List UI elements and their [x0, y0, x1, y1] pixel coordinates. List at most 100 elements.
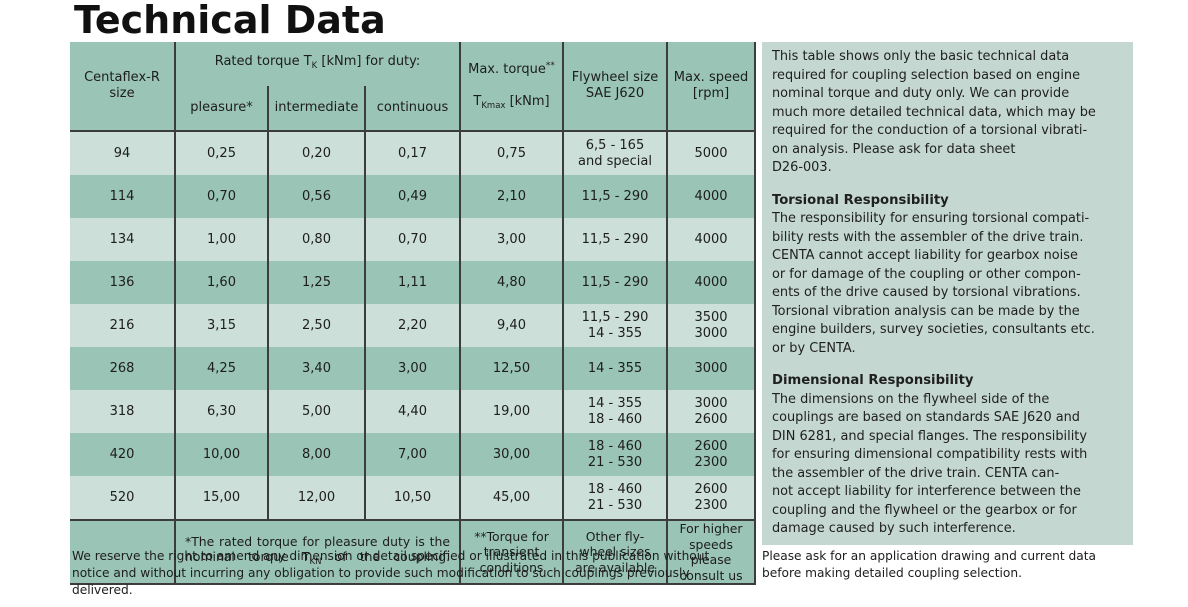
cell-size: 114	[70, 175, 176, 218]
col-header-intermediate: intermediate	[268, 85, 366, 133]
rated-note-end: of the coupling.	[321, 549, 451, 564]
cell-flywheel: 14 - 355 18 - 460	[563, 390, 669, 433]
footnote-speed: For higher speeds please consult us	[667, 519, 757, 585]
cell-max-torque: 0,75	[460, 131, 565, 175]
table-row: 318 6,30 5,00 4,40 19,00 14 - 355 18 - 460 300…	[70, 390, 757, 433]
col-header-rated-torque: Rated torque TK [kNm] for duty:	[175, 42, 462, 86]
cell-speed: 3000 2600	[667, 390, 757, 433]
cell-max-torque: 2,10	[460, 175, 565, 218]
cell-max-torque: 4,80	[460, 261, 565, 304]
cell-intermediate: 3,40	[268, 347, 366, 390]
panel-body-torsional: The responsibility for ensuring torsiona…	[772, 211, 1095, 356]
cell-pleasure: 6,30	[175, 390, 269, 433]
cell-size: 94	[70, 131, 176, 175]
cell-intermediate: 8,00	[268, 433, 366, 476]
cell-speed: 5000	[667, 131, 757, 175]
cell-max-torque: 12,50	[460, 347, 565, 390]
cell-flywheel: 18 - 460 21 - 530	[563, 476, 669, 520]
cell-continuous: 2,20	[365, 304, 462, 347]
col-header-pleasure: pleasure*	[175, 85, 269, 133]
footnote-rated-torque: *The rated torque for pleasure duty is t…	[175, 519, 462, 585]
table-row: 136 1,60 1,25 1,11 4,80 11,5 - 290 4000	[70, 261, 757, 304]
table-row: 268 4,25 3,40 3,00 12,50 14 - 355 3000	[70, 347, 757, 390]
cell-speed: 2600 2300	[667, 433, 757, 476]
rated-torque-label: Rated torque T	[214, 53, 312, 69]
cell-size: 318	[70, 390, 176, 433]
max-torque-label: Max. torque	[468, 62, 546, 77]
cell-max-torque: 30,00	[460, 433, 565, 476]
col-header-continuous: continuous	[365, 85, 462, 133]
cell-speed: 4000	[667, 261, 757, 304]
cell-pleasure: 15,00	[175, 476, 269, 520]
col-header-max-torque: Max. torque** TKmax [kNm]	[460, 42, 565, 132]
table-row: 134 1,00 0,80 0,70 3,00 11,5 - 290 4000	[70, 218, 757, 261]
panel-body-dimensional: The dimensions on the flywheel side of t…	[772, 391, 1088, 537]
cell-continuous: 7,00	[365, 433, 462, 476]
cell-max-torque: 19,00	[460, 390, 565, 433]
cell-speed: 4000	[667, 175, 757, 218]
col-header-max-speed: Max. speed [rpm]	[667, 42, 757, 132]
cell-intermediate: 2,50	[268, 304, 366, 347]
footnote-flywheel: Other fly- wheel sizes are available	[563, 519, 669, 585]
cell-flywheel: 11,5 - 290 14 - 355	[563, 304, 669, 347]
cell-speed: 3500 3000	[667, 304, 757, 347]
cell-max-torque: 3,00	[460, 218, 565, 261]
cell-flywheel: 6,5 - 165 and special	[563, 131, 669, 175]
cell-size: 216	[70, 304, 176, 347]
table-row: 420 10,00 8,00 7,00 30,00 18 - 460 21 - 530 26…	[70, 433, 757, 476]
cell-intermediate: 0,56	[268, 175, 366, 218]
cell-max-torque: 45,00	[460, 476, 565, 520]
table-row: 94 0,25 0,20 0,17 0,75 6,5 - 165 and special 5…	[70, 131, 757, 175]
panel-heading-dimensional: Dimensional Responsibility	[772, 373, 974, 388]
max-torque-line2: TKmax [kNm]	[461, 94, 562, 114]
cell-pleasure: 4,25	[175, 347, 269, 390]
cell-pleasure: 1,60	[175, 261, 269, 304]
cell-continuous: 0,49	[365, 175, 462, 218]
cell-size: 134	[70, 218, 176, 261]
col-header-size: Centaflex-R size	[70, 42, 176, 132]
cell-intermediate: 1,25	[268, 261, 366, 304]
footnote-right: Please ask for an application drawing an…	[762, 549, 1096, 580]
cell-pleasure: 0,70	[175, 175, 269, 218]
cell-flywheel: 11,5 - 290	[563, 218, 669, 261]
cell-size: 520	[70, 476, 176, 520]
footer-empty-cell	[70, 519, 176, 585]
cell-pleasure: 10,00	[175, 433, 269, 476]
rated-torque-units: [kNm] for duty:	[317, 53, 421, 69]
cell-continuous: 1,11	[365, 261, 462, 304]
cell-flywheel: 11,5 - 290	[563, 261, 669, 304]
table-row: 216 3,15 2,50 2,20 9,40 11,5 - 290 14 - 355 35…	[70, 304, 757, 347]
cell-intermediate: 12,00	[268, 476, 366, 520]
footnote-transient: **Torque for transient conditions	[460, 519, 565, 585]
panel-heading-torsional: Torsional Responsibility	[772, 192, 949, 208]
panel-intro: This table shows only the basic technica…	[772, 49, 1096, 175]
max-torque-units: [kNm]	[505, 94, 550, 109]
table-row: 520 15,00 12,00 10,50 45,00 18 - 460 21 - 530…	[70, 476, 757, 520]
cell-continuous: 0,17	[365, 131, 462, 175]
cell-flywheel: 11,5 - 290	[563, 175, 669, 218]
cell-speed: 4000	[667, 218, 757, 261]
cell-pleasure: 3,15	[175, 304, 269, 347]
technical-data-table: Centaflex-R size Rated torque TK [kNm] f…	[70, 42, 757, 585]
rated-torque-subscript: K	[311, 60, 318, 71]
table-row: 114 0,70 0,56 0,49 2,10 11,5 - 290 4000	[70, 175, 757, 218]
footnote-left: We reserve the right to amend any dimens…	[72, 549, 710, 597]
table-footnote-row: *The rated torque for pleasure duty is t…	[70, 519, 757, 585]
cell-intermediate: 0,80	[268, 218, 366, 261]
cell-max-torque: 9,40	[460, 304, 565, 347]
rated-note-subscript: KN	[309, 557, 322, 567]
cell-flywheel: 14 - 355	[563, 347, 669, 390]
max-torque-line1: Max. torque**	[461, 58, 562, 78]
col-header-flywheel: Flywheel size SAE J620	[563, 42, 669, 132]
page-title: Technical Data	[74, 0, 386, 42]
rated-note-text: *The rated torque for pleasure duty is t…	[185, 533, 451, 565]
cell-pleasure: 0,25	[175, 131, 269, 175]
cell-intermediate: 0,20	[268, 131, 366, 175]
cell-speed: 2600 2300	[667, 476, 757, 520]
cell-continuous: 0,70	[365, 218, 462, 261]
cell-size: 136	[70, 261, 176, 304]
cell-intermediate: 5,00	[268, 390, 366, 433]
max-torque-asterisks: **	[545, 61, 555, 71]
cell-continuous: 3,00	[365, 347, 462, 390]
cell-size: 420	[70, 433, 176, 476]
